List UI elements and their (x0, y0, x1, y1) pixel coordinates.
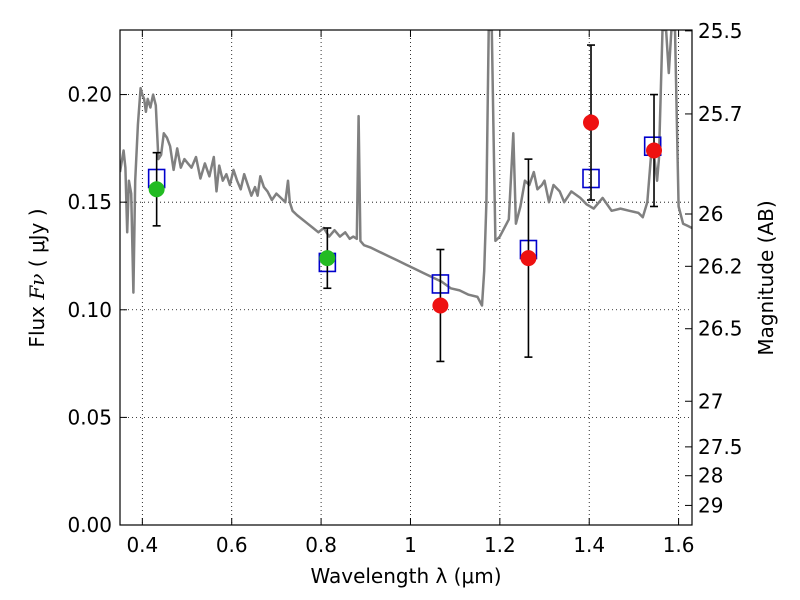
x-axis-title: Wavelength λ (μm) (310, 564, 501, 588)
observed-data-point (583, 114, 600, 131)
y-axis-title-prefix: Flux (25, 300, 49, 348)
x-tick-label: 0.6 (216, 533, 248, 557)
mag-tick-label: 26 (698, 202, 723, 226)
observed-data-point (432, 297, 449, 314)
plot-frame (119, 29, 693, 526)
y-axis-title-symbol: Fν (25, 274, 49, 301)
observed-data-point (520, 250, 537, 267)
mag-tick-label: 29 (698, 493, 723, 517)
observed-data-point (148, 181, 165, 198)
x-tick-label: 0.8 (305, 533, 337, 557)
x-tick-label: 1.6 (663, 533, 695, 557)
y-tick-label: 0.00 (67, 513, 112, 537)
x-tick-label: 1 (404, 533, 417, 557)
axis-ticks: 0.4 0.6 0.8 1 1.2 1.4 1.6 0.00 0.05 0.10 0.15 0.20 2… (67, 19, 742, 557)
y-axis-title: Flux Fν ( μJy ) (25, 208, 49, 347)
mag-tick-label: 25.7 (698, 102, 743, 126)
y-axis-title-suffix: ( μJy ) (25, 208, 49, 273)
mag-tick-label: 26.5 (698, 317, 743, 341)
y2-axis-title: Magnitude (AB) (754, 200, 778, 355)
observed-data-point (646, 142, 663, 159)
x-tick-label: 0.4 (126, 533, 158, 557)
y-tick-label: 0.05 (67, 405, 112, 429)
mag-tick-label: 26.2 (698, 254, 743, 278)
x-tick-label: 1.2 (484, 533, 516, 557)
y-tick-label: 0.20 (67, 83, 112, 107)
mag-tick-label: 27.5 (698, 435, 743, 459)
sed-model-line (120, 30, 692, 307)
mag-tick-label: 25.5 (698, 19, 743, 43)
observed-data-point (319, 250, 336, 267)
y-tick-label: 0.15 (67, 190, 112, 214)
plot-area (120, 30, 692, 363)
mag-tick-label: 28 (698, 464, 723, 488)
mag-tick-label: 27 (698, 389, 723, 413)
x-tick-label: 1.4 (573, 533, 605, 557)
y-tick-label: 0.10 (67, 298, 112, 322)
